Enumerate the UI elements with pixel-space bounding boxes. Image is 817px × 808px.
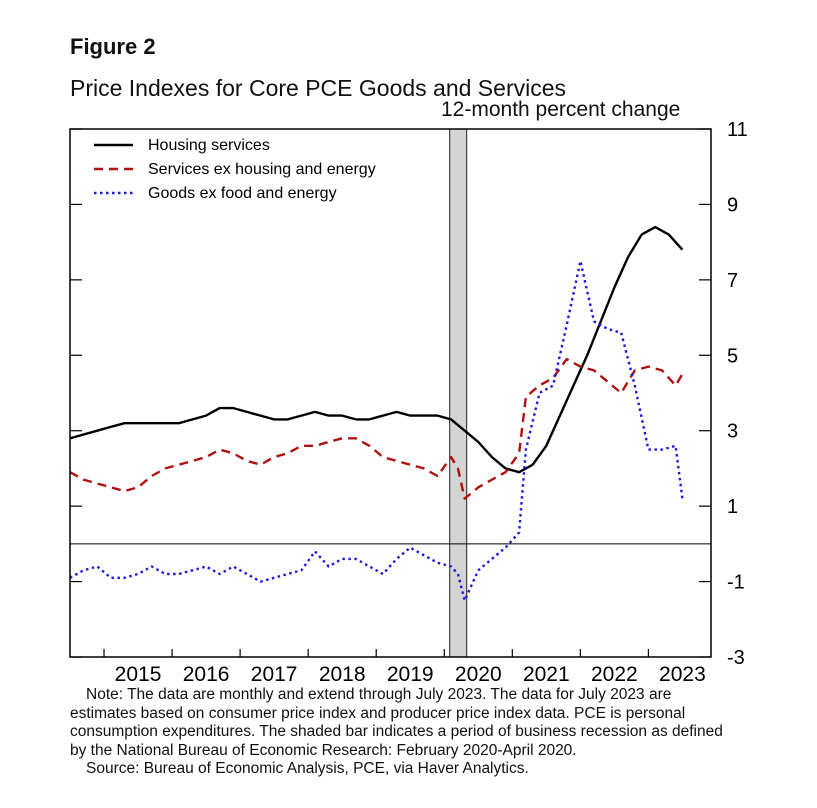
y-tick-label: -1 [727,572,745,594]
series-line-3 [69,259,684,602]
series-line-1 [69,225,684,474]
source-text: Source: Bureau of Economic Analysis, PCE… [86,760,529,777]
plot-frame [69,128,712,658]
x-tick-label: 2023 [659,663,706,686]
line-chart: -3 -1 1 3 5 7 9 11 2015 2016 2017 2018 2019 2020 2021 2… [69,119,748,686]
chart-note: Note: The data are monthly and extend th… [70,686,730,779]
x-tick-label: 2017 [251,663,298,686]
x-tick-label: 2018 [319,663,366,686]
x-tick-label: 2015 [115,663,162,686]
x-tick-label: 2021 [523,663,570,686]
legend-label-1: Housing services [148,137,270,154]
chart-title: Price Indexes for Core PCE Goods and Ser… [70,75,567,101]
x-tick-label: 2016 [183,663,230,686]
y-tick-label: 1 [727,496,738,518]
y-tick-label: 9 [727,194,738,216]
legend-label-2: Services ex housing and energy [148,161,376,178]
y-tick-label: 11 [727,119,748,141]
x-tick-label: 2019 [387,663,434,686]
y-tick-label: 3 [727,421,738,443]
y-tick-label: 5 [727,345,738,367]
note-text: Note: The data are monthly and extend th… [70,686,723,759]
recession-bar [449,128,468,658]
figure-label: Figure 2 [70,34,156,59]
y-tick-label: 7 [727,270,738,292]
y-tick-label: -3 [727,647,745,669]
x-tick-label: 2022 [591,663,638,686]
legend-label-3: Goods ex food and energy [148,185,337,202]
x-tick-label: 2020 [455,663,502,686]
units-label: 12-month percent change [441,98,681,121]
series-line-2 [69,357,684,500]
